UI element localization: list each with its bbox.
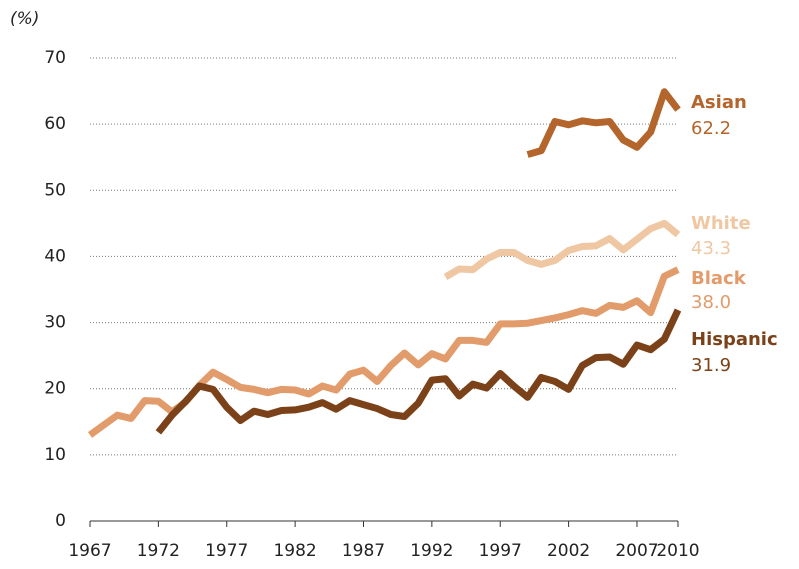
x-tick-label: 1987 [342, 541, 385, 561]
series-line [155, 308, 682, 435]
y-tick-label: 0 [55, 511, 66, 531]
value-label: 38.0 [691, 292, 731, 313]
x-tick-label: 1982 [273, 541, 316, 561]
value-label: 43.3 [691, 238, 731, 259]
x-tick-label: 2002 [547, 541, 590, 561]
y-tick-label: 60 [44, 114, 66, 134]
x-tick-label: 2007 [615, 541, 658, 561]
x-tick-label: 1967 [68, 541, 111, 561]
y-tick-label: 70 [44, 48, 66, 68]
x-tick-label: 1992 [410, 541, 453, 561]
y-tick-label: 40 [44, 246, 66, 266]
x-tick-label: 1972 [137, 541, 180, 561]
value-label: 62.2 [691, 118, 731, 139]
x-tick-label: 2010 [656, 541, 699, 561]
series-line [443, 219, 681, 280]
y-axis-label: (%) [10, 9, 39, 29]
series-name: Black [691, 268, 747, 289]
x-tick-label: 1997 [479, 541, 522, 561]
y-tick-label: 10 [44, 445, 66, 465]
series-line [526, 88, 681, 158]
value-label: 31.9 [691, 355, 731, 376]
series-name: Asian [691, 92, 747, 113]
x-tick-label: 1977 [205, 541, 248, 561]
y-tick-label: 50 [44, 180, 66, 200]
series-name: Hispanic [691, 329, 778, 350]
y-tick-label: 20 [44, 379, 66, 399]
y-tick-label: 30 [44, 313, 66, 333]
series-name: White [691, 213, 751, 234]
